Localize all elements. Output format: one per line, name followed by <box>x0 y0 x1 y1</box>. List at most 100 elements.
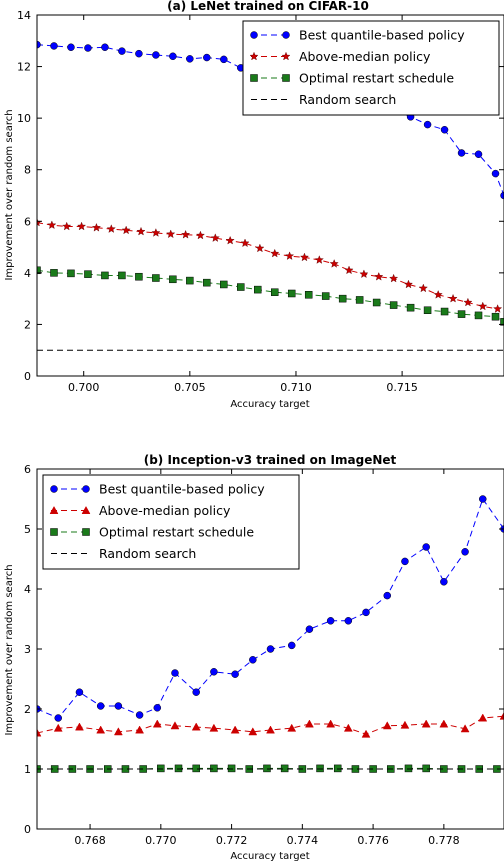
b-series-0-point <box>54 714 62 722</box>
b-ytick-label: 3 <box>24 643 31 656</box>
a-series-2-point <box>203 278 211 287</box>
b-series-1-point <box>478 713 488 722</box>
b-legend-marker <box>82 485 90 493</box>
b-series-1-point <box>287 723 297 732</box>
b-legend-entry-3: Random search <box>51 546 196 561</box>
chart-b-ylabel: Improvement over random search <box>4 564 15 735</box>
b-series-1-point <box>170 721 180 730</box>
a-series-2-point <box>304 291 313 299</box>
b-legend-label: Optimal restart schedule <box>99 525 254 540</box>
a-series-0-point <box>423 120 432 129</box>
a-legend-label: Random search <box>299 92 396 107</box>
a-series-2-point <box>220 280 228 289</box>
a-series-1-point <box>77 221 87 231</box>
a-series-2-point <box>389 301 398 309</box>
a-legend-label: Best quantile-based policy <box>299 28 465 43</box>
b-series-1 <box>37 711 504 738</box>
a-series-2-point <box>135 272 143 281</box>
b-xtick-label: 0.770 <box>145 834 177 847</box>
a-series-1-point <box>403 279 413 289</box>
b-series-0-point <box>114 702 123 710</box>
b-series-2-point <box>174 764 183 773</box>
a-series-0-point <box>101 43 109 51</box>
a-xtick-label: 0.700 <box>68 381 100 394</box>
a-series-1-point <box>463 297 473 307</box>
a-series-0-point <box>220 55 228 64</box>
b-series-2-point <box>404 764 413 773</box>
b-legend-entry-0: Best quantile-based policy <box>50 482 265 497</box>
b-xtick-label: 0.772 <box>216 834 248 847</box>
chart-a-ticks: 0.700 0.705 0.710 0.715 0 2 4 6 8 10 12 14 <box>17 9 504 394</box>
b-legend-entry-1: Above-median policy <box>49 503 231 518</box>
a-series-1-point <box>389 273 399 283</box>
a-series-2-point <box>84 270 92 278</box>
a-series-1-point <box>359 269 369 278</box>
a-series-1-point <box>106 224 116 233</box>
a-series-2-point <box>152 274 160 282</box>
a-series-2-point <box>118 271 126 280</box>
b-series-1-point <box>343 723 353 732</box>
a-series-1-point <box>195 230 205 240</box>
b-series-0-point <box>401 557 409 566</box>
a-series-1-point <box>47 220 57 230</box>
a-series-2-point <box>500 318 504 326</box>
a-series-0-point <box>474 150 483 158</box>
a-legend-marker <box>281 51 291 61</box>
a-series-1-point <box>285 251 295 260</box>
a-legend-label: Above-median policy <box>299 49 431 64</box>
a-xtick-label: 0.705 <box>174 381 206 394</box>
b-legend-label: Best quantile-based policy <box>99 482 265 497</box>
a-series-1-point <box>478 301 488 311</box>
a-series-2-point <box>270 288 279 296</box>
a-series-1-point <box>240 238 250 248</box>
b-series-1-point <box>53 723 63 732</box>
a-series-1-point <box>299 252 309 262</box>
b-series-0-point <box>344 617 353 625</box>
a-series-1-line <box>37 222 498 310</box>
b-ytick-label: 4 <box>24 583 31 596</box>
b-series-0-point <box>171 669 179 677</box>
a-legend-entry-3: Random search <box>251 92 396 107</box>
a-series-0-point <box>457 149 466 157</box>
b-series-0 <box>37 495 504 722</box>
chart-a-title: (a) LeNet trained on CIFAR-10 <box>167 0 369 13</box>
b-series-0-point <box>135 711 144 719</box>
a-legend-entry-1: Above-median policy <box>249 49 431 64</box>
b-series-1-point <box>75 722 84 731</box>
a-ytick-label: 10 <box>17 112 31 125</box>
a-series-2-point <box>474 311 483 320</box>
a-series-1-point <box>62 221 72 231</box>
b-series-1-point <box>400 720 410 729</box>
b-series-1-point <box>230 725 240 734</box>
a-series-0-point <box>169 52 177 61</box>
chart-b-xlabel: Accuracy target <box>230 851 309 862</box>
a-series-1-point <box>255 243 265 253</box>
b-legend-label: Above-median policy <box>99 503 231 518</box>
a-series-2-point <box>37 266 41 275</box>
a-ytick-label: 14 <box>17 9 31 22</box>
b-series-1-point <box>421 719 431 728</box>
a-series-2-point <box>186 276 194 285</box>
b-series-2-point <box>157 764 165 773</box>
b-ytick-label: 5 <box>24 523 31 536</box>
b-series-1-point <box>113 727 123 736</box>
b-series-1-point <box>191 722 201 731</box>
a-ytick-label: 8 <box>24 164 31 177</box>
b-series-0-point <box>231 670 239 678</box>
a-series-1-point <box>151 228 161 237</box>
a-series-1-point <box>121 225 131 235</box>
b-series-1-point <box>209 723 219 732</box>
a-series-0-point <box>135 49 143 58</box>
chart-b-ticks: 0.768 0.770 0.772 0.774 0.776 0.778 0 1 2 3 4 5 6 <box>24 463 504 847</box>
b-xtick-label: 0.774 <box>287 834 319 847</box>
b-series-0-point <box>96 702 105 710</box>
b-series-0-point <box>192 688 200 696</box>
a-series-2-point <box>372 298 381 307</box>
a-series-2-point <box>169 275 177 284</box>
a-ytick-label: 2 <box>24 318 31 331</box>
b-series-0-point <box>305 625 314 633</box>
a-series-1-point <box>136 226 146 236</box>
a-series-1-point <box>166 229 176 239</box>
b-legend-marker <box>81 505 91 514</box>
a-legend-marker <box>250 31 258 39</box>
